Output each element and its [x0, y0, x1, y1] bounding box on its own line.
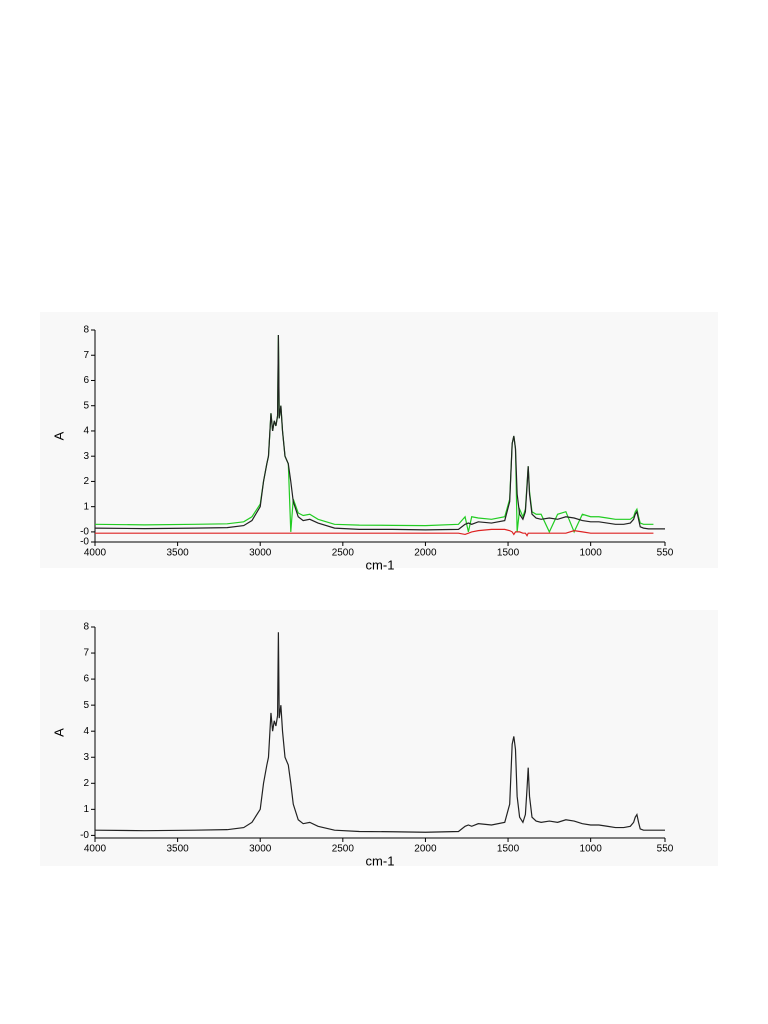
x-axis-title: cm-1: [366, 853, 395, 868]
y-tick-label: 2: [83, 476, 89, 487]
y-tick-label: 6: [83, 375, 89, 386]
x-tick-label: 3000: [249, 844, 272, 855]
y-tick-label: 8: [83, 325, 89, 336]
y-tick-label: 7: [83, 350, 89, 361]
x-tick-label: 4000: [84, 844, 107, 855]
y-axis-title: A: [51, 728, 66, 737]
x-axis-title: cm-1: [366, 557, 395, 572]
x-tick-label: 550: [657, 844, 674, 855]
y-tick-label: 5: [83, 700, 89, 711]
y-tick-label: 4: [83, 426, 89, 437]
y-tick-label: 4: [83, 726, 89, 737]
x-tick-label: 1500: [497, 548, 520, 559]
y-tick-label: 7: [83, 648, 89, 659]
x-tick-label: 2000: [414, 548, 437, 559]
x-tick-label: 1000: [580, 844, 603, 855]
y-tick-label: 8: [83, 622, 89, 633]
x-tick-label: 4000: [84, 548, 107, 559]
series-line: [95, 528, 654, 537]
x-tick-label: 2500: [332, 548, 355, 559]
y-tick-label: 1: [83, 501, 89, 512]
x-tick-label: 3500: [166, 844, 189, 855]
y-tick-label: 3: [83, 451, 89, 462]
y-tick-label: 2: [83, 778, 89, 789]
x-tick-label: 1000: [580, 548, 603, 559]
y-tick-label: 3: [83, 752, 89, 763]
y-tick-label: -0: [80, 830, 89, 841]
x-tick-label: 2500: [332, 844, 355, 855]
chart-panel: [40, 610, 718, 866]
x-tick-label: 1500: [497, 844, 520, 855]
x-tick-label: 3000: [249, 548, 272, 559]
y-axis-title: A: [51, 431, 66, 440]
y-tick-label: -0: [80, 527, 89, 538]
x-tick-label: 2000: [414, 844, 437, 855]
series-line: [94, 632, 665, 833]
y-tick-label: 1: [83, 804, 89, 815]
series-line: [94, 335, 665, 531]
y-tick-label: -0: [80, 537, 89, 548]
x-tick-label: 3500: [166, 548, 189, 559]
y-tick-label: 6: [83, 674, 89, 685]
x-tick-label: 550: [657, 548, 674, 559]
y-tick-label: 5: [83, 400, 89, 411]
